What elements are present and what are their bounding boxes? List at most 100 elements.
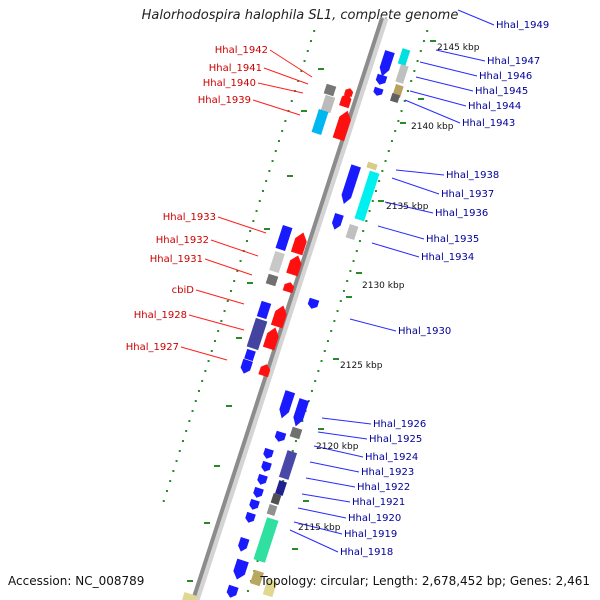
tick-dot [349,270,352,272]
gene-label[interactable]: Hhal_1940 [203,78,256,89]
tick-dot [197,390,200,392]
gene-body [339,93,352,109]
gene-shape [366,161,378,171]
gene-label[interactable]: cbiD [172,285,195,296]
gene-body [240,358,253,374]
gene-shape [262,578,278,598]
gene-label[interactable]: Hhal_1944 [468,101,521,112]
gene-label[interactable]: Hhal_1925 [369,434,422,445]
leader-line [317,431,368,440]
leader-line [195,289,245,305]
tick-dot [271,160,274,162]
gene-label[interactable]: Hhal_1920 [348,513,401,524]
gene-label[interactable]: Hhal_1941 [209,63,262,74]
leader-line [188,314,245,331]
gene-shape [389,92,401,104]
tick-mark [214,465,220,467]
gene-shape [278,450,298,480]
tick-dot [169,480,172,482]
tick-dot [204,370,207,372]
gene-shape [240,358,253,374]
gene-label[interactable]: Hhal_1924 [365,452,418,463]
gene-label[interactable]: Hhal_1933 [163,212,216,223]
gene-body [331,213,344,230]
gene-label[interactable]: Hhal_1923 [361,467,414,478]
tick-dot [368,210,371,212]
gene-shape [282,282,295,294]
gene-body [373,86,384,96]
tick-mark [356,272,362,274]
gene-shape [375,73,388,85]
tick-dot [358,240,361,242]
gene-shape [341,164,361,205]
gene-body [389,92,401,104]
tick-dot [277,140,280,142]
gene-shape [395,64,409,84]
gene-label[interactable]: Hhal_1928 [134,310,187,321]
gene-label[interactable]: Hhal_1935 [426,234,479,245]
gene-label[interactable]: Hhal_1921 [352,497,405,508]
gene-body [269,250,285,274]
gene-shape [339,93,352,109]
gene-label[interactable]: Hhal_1949 [496,20,549,31]
leader-line [269,49,313,78]
gene-shape [354,170,380,222]
gene-shape [320,94,336,114]
gene-shape [257,473,268,485]
gene-shape [270,305,287,329]
tick-dot [291,450,294,452]
tick-dot [336,310,339,312]
tick-dot [365,220,368,222]
tick-dot [172,470,175,472]
gene-label[interactable]: Hhal_1919 [344,529,397,540]
tick-dot [326,340,329,342]
tick-mark [318,428,324,430]
leader-line [289,529,339,553]
gene-shape [274,430,287,442]
gene-shape [244,348,256,362]
gene-label[interactable]: Hhal_1945 [475,86,528,97]
tick-dot [217,330,220,332]
gene-label[interactable]: Hhal_1927 [126,342,179,353]
gene-body [182,592,198,600]
gene-shape [262,327,279,351]
tick-mark [247,282,253,284]
gene-body [238,536,250,552]
tick-dot [265,180,268,182]
kbp-label: 2125 kbp [340,361,383,371]
gene-body [258,364,271,378]
tick-mark [187,580,193,582]
gene-shape [182,592,198,600]
gene-label[interactable]: Hhal_1934 [421,252,474,263]
leader-line [395,169,445,176]
tick-dot [229,290,232,292]
gene-label[interactable]: Hhal_1936 [435,208,488,219]
kbp-label: 2130 kbp [362,281,405,291]
tick-dot [406,90,409,92]
gene-shape [233,558,249,580]
gene-body [253,486,264,498]
tick-dot [236,270,239,272]
gene-label[interactable]: Hhal_1926 [373,419,426,430]
leader-line [409,90,467,107]
gene-label[interactable]: Hhal_1932 [156,235,209,246]
gene-label[interactable]: Hhal_1943 [462,118,515,129]
tick-dot [320,360,323,362]
gene-label[interactable]: Hhal_1918 [340,547,393,558]
tick-mark [287,175,293,177]
gene-label[interactable]: Hhal_1942 [215,45,268,56]
gene-label[interactable]: Hhal_1937 [441,189,494,200]
gene-shape [269,250,285,274]
gene-label[interactable]: Hhal_1938 [446,170,499,181]
gene-label[interactable]: Hhal_1939 [198,95,251,106]
gene-features [182,48,411,600]
gene-label[interactable]: Hhal_1947 [487,56,540,67]
gene-label[interactable]: Hhal_1931 [150,254,203,265]
gene-label[interactable]: Hhal_1922 [357,482,410,493]
tick-dot [303,60,306,62]
gene-shape [323,83,337,97]
leader-line [301,493,351,503]
gene-label[interactable]: Hhal_1930 [398,326,451,337]
leader-line [309,461,360,473]
gene-label[interactable]: Hhal_1946 [479,71,532,82]
